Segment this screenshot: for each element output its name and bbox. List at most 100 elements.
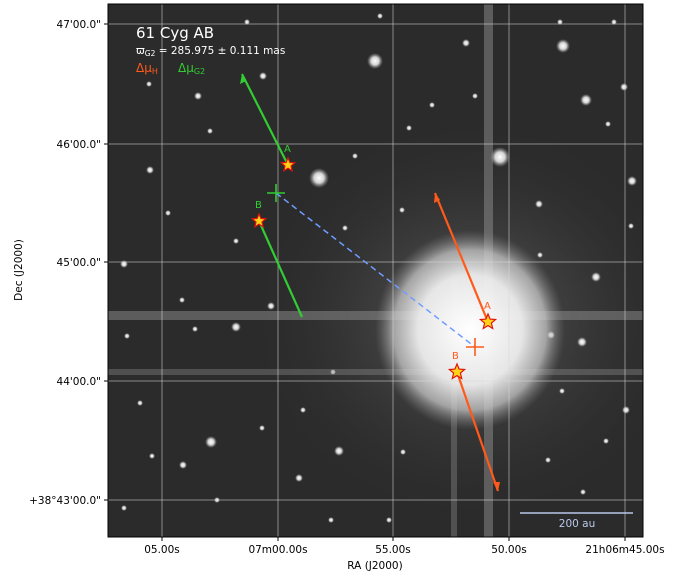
field-star	[628, 223, 634, 229]
legend-hipparcos-subscript: H	[152, 67, 158, 76]
field-star	[399, 207, 405, 213]
legend-gaia: ΔμG2	[178, 61, 205, 76]
legend-gaia-subscript: G2	[194, 67, 205, 76]
pair-link-line	[275, 192, 476, 348]
field-star	[149, 453, 155, 459]
legend-gaia-symbol: Δμ	[178, 61, 194, 75]
hipparcos-arrowhead-b	[493, 482, 500, 491]
y-axis-title: Dec (J2000)	[13, 239, 25, 301]
field-star	[179, 461, 187, 469]
hipparcos-star-a-marker	[478, 312, 498, 330]
gaia-star-b-marker	[250, 212, 268, 228]
field-star	[231, 322, 241, 332]
field-star	[627, 176, 637, 186]
parallax-subscript: G2	[145, 49, 156, 58]
field-star	[406, 125, 412, 131]
field-star	[472, 93, 478, 99]
field-star	[400, 449, 406, 455]
field-star	[205, 436, 217, 448]
field-star	[462, 39, 470, 47]
field-star	[207, 128, 213, 134]
field-star	[580, 489, 586, 495]
field-star	[334, 446, 344, 456]
field-star	[267, 302, 275, 310]
field-star	[165, 210, 171, 216]
hipparcos-star-a-label: A	[484, 301, 491, 312]
field-star	[580, 94, 592, 106]
field-star	[342, 225, 348, 231]
field-star	[429, 102, 435, 108]
field-star	[535, 200, 543, 208]
field-star	[386, 517, 392, 523]
x-tick-marks	[161, 537, 626, 541]
legend-hipparcos: ΔμH	[136, 61, 158, 76]
field-stars	[120, 13, 637, 523]
gaia-arrow-b	[257, 220, 304, 318]
field-star	[537, 252, 543, 258]
field-star	[259, 425, 265, 431]
y-tick-label-4: +38°43'00.0"	[29, 495, 101, 507]
x-tick-label-0: 05.00s	[144, 544, 180, 556]
gaia-arrowhead-a	[240, 74, 246, 84]
field-star	[591, 272, 601, 282]
field-star	[295, 474, 303, 482]
field-star	[146, 166, 154, 174]
field-star	[367, 53, 383, 69]
field-star	[194, 92, 202, 100]
scale-bar-label: 200 au	[559, 518, 595, 530]
field-star	[124, 333, 130, 339]
field-star	[179, 297, 185, 303]
bright-star-halo	[375, 230, 565, 430]
parallax-symbol: ϖ	[136, 45, 145, 57]
field-star	[352, 153, 358, 159]
field-star	[559, 388, 565, 394]
y-tick-label-3: 44'00.0"	[57, 376, 101, 388]
field-star	[605, 121, 611, 127]
field-star	[620, 83, 628, 91]
field-star	[577, 337, 587, 347]
hipparcos-arrowhead-a	[434, 193, 440, 203]
field-star	[233, 238, 239, 244]
field-star	[603, 438, 609, 444]
x-axis-title: RA (J2000)	[347, 560, 402, 572]
plot-frame	[107, 3, 644, 538]
sky-image: A B A B 61 Cyg AB ϖG2 = 285.975 ± 0.111 …	[108, 4, 643, 537]
gaia-motion-group	[240, 73, 304, 318]
x-tick-label-4: 21h06m45.00s	[585, 544, 664, 556]
figure-title: 61 Cyg AB	[136, 24, 214, 42]
field-star	[556, 39, 570, 53]
field-star	[377, 13, 383, 19]
hipparcos-arrow-a	[433, 192, 490, 323]
field-star	[120, 260, 128, 268]
field-star	[146, 81, 152, 87]
legend-hipparcos-symbol: Δμ	[136, 61, 152, 75]
y-tick-label-1: 46'00.0"	[57, 139, 101, 151]
gaia-arrow-a	[241, 73, 289, 166]
field-star	[622, 406, 630, 414]
coordinate-grid	[108, 4, 643, 537]
gaia-star-a-label: A	[284, 144, 291, 155]
field-star	[192, 326, 198, 332]
parallax-value: = 285.975 ± 0.111 mas	[155, 45, 285, 57]
hipparcos-motion-group	[433, 192, 500, 492]
gaia-star-b-label: B	[255, 200, 262, 211]
field-star	[545, 457, 551, 463]
x-tick-label-3: 50.00s	[491, 544, 527, 556]
hipparcos-arrow-b	[455, 371, 500, 492]
field-star	[328, 517, 334, 523]
gaia-star-a-marker	[279, 156, 297, 172]
hipparcos-star-b-label: B	[452, 351, 459, 362]
horizontal-spike	[108, 311, 643, 320]
field-star	[330, 369, 336, 375]
y-tick-label-2: 45'00.0"	[57, 257, 101, 269]
field-star	[300, 407, 306, 413]
y-tick-label-0: 47'00.0"	[57, 19, 101, 31]
field-star	[121, 505, 127, 511]
field-star	[490, 147, 510, 167]
field-star	[137, 400, 143, 406]
field-star	[259, 72, 267, 80]
x-tick-label-1: 07m00.00s	[248, 544, 307, 556]
y-tick-marks	[104, 23, 108, 501]
horizontal-spike-b	[108, 369, 643, 375]
